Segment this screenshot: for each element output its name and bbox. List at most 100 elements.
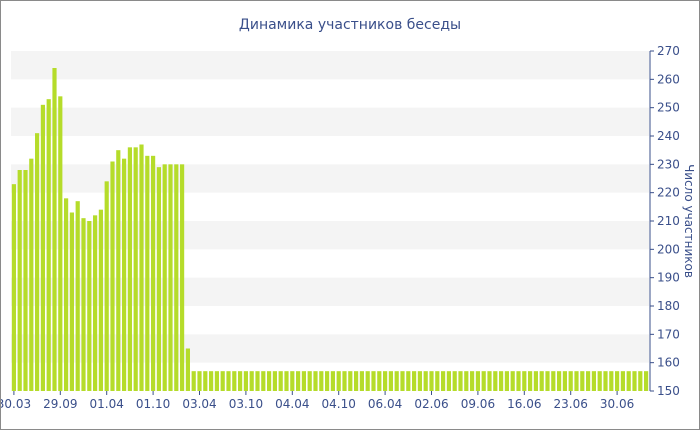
bar <box>122 158 127 391</box>
bar <box>644 371 649 391</box>
bar <box>481 371 486 391</box>
bar <box>470 371 475 391</box>
bar <box>574 371 579 391</box>
bar <box>11 184 16 391</box>
bar <box>185 348 190 391</box>
bar <box>603 371 608 391</box>
bar <box>110 161 115 391</box>
bar <box>435 371 440 391</box>
x-tick-label: 02.06 <box>414 397 448 411</box>
x-tick-label: 29.09 <box>43 397 77 411</box>
bar <box>406 371 411 391</box>
bar <box>597 371 602 391</box>
x-tick-label: 01.10 <box>136 397 170 411</box>
bar <box>168 164 173 391</box>
bar <box>243 371 248 391</box>
bar <box>139 144 144 391</box>
x-tick-label: 04.10 <box>322 397 356 411</box>
bar <box>400 371 405 391</box>
bar <box>272 371 277 391</box>
grid-bands <box>11 51 649 363</box>
bar <box>493 371 498 391</box>
bar <box>255 371 260 391</box>
bar <box>81 218 86 391</box>
y-tick-label: 220 <box>657 186 680 200</box>
y-tick-label: 170 <box>657 327 680 341</box>
bar <box>557 371 562 391</box>
bar <box>464 371 469 391</box>
bar <box>330 371 335 391</box>
bar <box>487 371 492 391</box>
bar <box>539 371 544 391</box>
bar <box>226 371 231 391</box>
bar <box>232 371 237 391</box>
bar <box>452 371 457 391</box>
bar <box>145 155 150 391</box>
bar <box>17 170 22 391</box>
bar <box>75 201 80 391</box>
bar <box>203 371 208 391</box>
x-axis-ticks: 30.03 29.09 01.04 01.10 03.04 03.10 04.04 04.10… <box>1 391 634 411</box>
x-tick-label: 09.06 <box>461 397 495 411</box>
bar <box>516 371 521 391</box>
bar <box>261 371 266 391</box>
y-tick-label: 150 <box>657 384 680 398</box>
bar <box>313 371 318 391</box>
bar <box>371 371 376 391</box>
bar <box>267 371 272 391</box>
bar <box>609 371 614 391</box>
bar <box>528 371 533 391</box>
bar <box>568 371 573 391</box>
bar <box>545 371 550 391</box>
y-tick-label: 160 <box>657 356 680 370</box>
bar <box>342 371 347 391</box>
y-axis-ticks: 150 160 170 180 190 200 210 220 230 240 250 260 270 <box>650 44 680 398</box>
x-tick-label: 30.03 <box>1 397 31 411</box>
bar <box>151 155 156 391</box>
bar <box>284 371 289 391</box>
bar <box>23 170 28 391</box>
bar <box>162 164 167 391</box>
chart-title: Динамика участников беседы <box>239 17 461 33</box>
bar <box>626 371 631 391</box>
bar <box>423 371 428 391</box>
bar <box>359 371 364 391</box>
bar <box>325 371 330 391</box>
bar <box>336 371 341 391</box>
bar <box>632 371 637 391</box>
bar <box>58 96 63 391</box>
bar <box>394 371 399 391</box>
grid-band <box>11 107 649 136</box>
y-tick-label: 180 <box>657 299 680 313</box>
grid-band <box>11 51 649 80</box>
x-tick-label: 30.06 <box>600 397 634 411</box>
bar <box>52 68 57 391</box>
bar <box>365 371 370 391</box>
bar <box>348 371 353 391</box>
bar <box>35 133 40 392</box>
bar <box>209 371 214 391</box>
bar <box>615 371 620 391</box>
bar <box>301 371 306 391</box>
x-tick-label: 03.10 <box>229 397 263 411</box>
y-tick-label: 210 <box>657 214 680 228</box>
y-axis-label: Число участников <box>682 164 696 278</box>
bar <box>214 371 219 391</box>
y-tick-label: 230 <box>657 157 680 171</box>
bar <box>29 158 34 391</box>
bar <box>586 371 591 391</box>
bar <box>562 371 567 391</box>
bar <box>504 371 509 391</box>
bar <box>377 371 382 391</box>
bar <box>296 371 301 391</box>
bar <box>383 371 388 391</box>
y-tick-label: 250 <box>657 101 680 115</box>
bar <box>180 164 185 391</box>
bar <box>156 167 161 391</box>
bar <box>620 371 625 391</box>
bar <box>87 221 92 391</box>
x-tick-label: 01.04 <box>90 397 124 411</box>
y-tick-label: 240 <box>657 129 680 143</box>
bar-series <box>11 68 649 392</box>
